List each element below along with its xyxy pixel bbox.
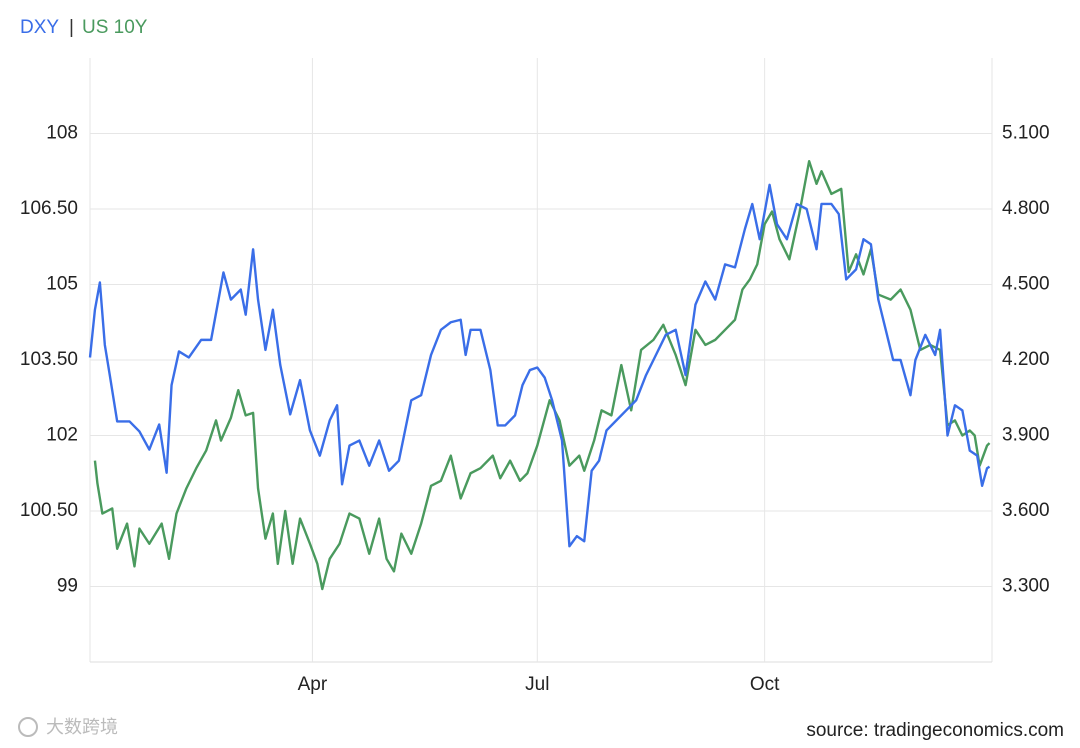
y-tick-label: 108 (46, 123, 78, 144)
y2-tick-label: 3.300 (1002, 576, 1050, 597)
legend-us10y: US 10Y (82, 17, 148, 38)
source: source: tradingeconomics.com (806, 720, 1064, 741)
y-tick-label: 100.50 (20, 500, 78, 521)
watermark: 大数跨境 (46, 717, 118, 737)
x-tick-label: Apr (298, 674, 328, 695)
y2-tick-label: 4.800 (1002, 198, 1050, 219)
y2-tick-label: 3.600 (1002, 500, 1050, 521)
series-line (93, 159, 991, 591)
y2-tick-label: 4.500 (1002, 274, 1050, 295)
series-line (88, 183, 991, 548)
x-tick-label: Jul (525, 674, 549, 695)
watermark-logo (18, 717, 38, 737)
legend-dxy: DXY (20, 17, 59, 38)
y-tick-label: 103.50 (20, 349, 78, 370)
y2-tick-label: 3.900 (1002, 425, 1050, 446)
legend-separator: | (69, 17, 74, 38)
y-tick-label: 102 (46, 425, 78, 446)
y-tick-label: 106.50 (20, 198, 78, 219)
y-tick-label: 99 (57, 576, 78, 597)
x-tick-label: Oct (750, 674, 780, 695)
y-tick-label: 105 (46, 274, 78, 295)
y2-tick-label: 5.100 (1002, 123, 1050, 144)
y2-tick-label: 4.200 (1002, 349, 1050, 370)
